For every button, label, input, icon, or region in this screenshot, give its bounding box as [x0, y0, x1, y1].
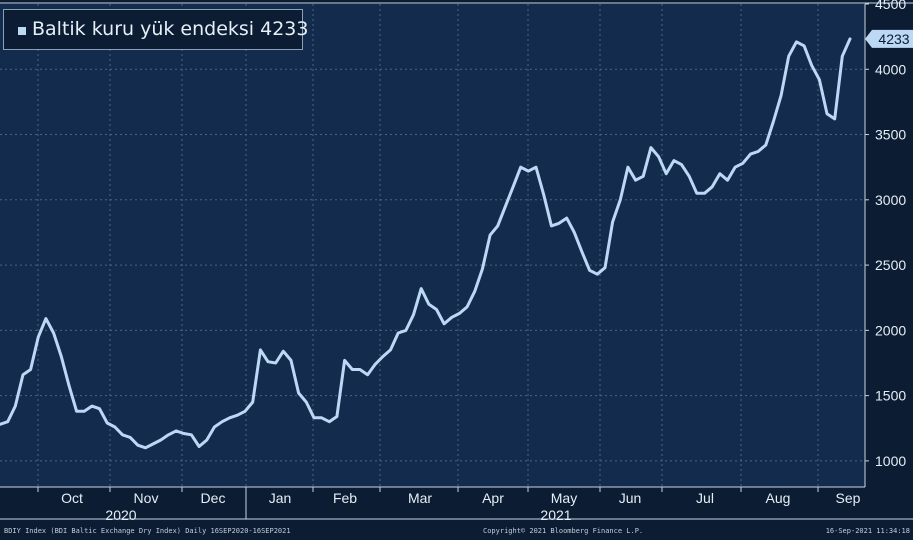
footer-copyright: Copyright© 2021 Bloomberg Finance L.P.	[483, 527, 644, 535]
y-tick-label: 3500	[875, 127, 906, 143]
y-tick-label: 1000	[875, 453, 906, 469]
x-tick-label: Mar	[408, 490, 432, 506]
x-tick-label: Jun	[619, 490, 642, 506]
x-tick-label: Jul	[696, 490, 714, 506]
x-tick-label: May	[551, 490, 577, 506]
x-tick-label: Apr	[482, 490, 504, 506]
x-tick-label: Nov	[134, 490, 159, 506]
y-tick-label: 4000	[875, 61, 906, 77]
legend-swatch	[18, 27, 26, 35]
footer-timestamp: 16-Sep-2021 11:34:18	[825, 527, 910, 535]
x-tick-label: Aug	[766, 490, 791, 506]
footer-source: BDIY Index (BDI Baltic Exchange Dry Inde…	[4, 527, 291, 535]
y-tick-label: 2000	[875, 322, 906, 338]
year-label: 2020	[105, 507, 136, 523]
y-tick-label: 2500	[875, 257, 906, 273]
last-value-badge	[865, 29, 913, 48]
x-tick-label: Jan	[269, 490, 292, 506]
x-tick-label: Feb	[333, 490, 357, 506]
plot-area	[0, 4, 865, 487]
y-tick-label: 4500	[875, 0, 906, 12]
series-line	[0, 37, 852, 450]
legend: Baltik kuru yük endeksi 4233	[3, 9, 308, 50]
x-tick-label: Sep	[836, 490, 861, 506]
x-tick-label: Dec	[201, 490, 226, 506]
legend-label: Baltik kuru yük endeksi 4233	[32, 18, 309, 40]
x-tick-label: Oct	[61, 490, 83, 506]
last-value-label: 4233	[878, 31, 909, 47]
y-tick-label: 1500	[875, 388, 906, 404]
year-label: 2021	[540, 507, 571, 523]
y-tick-label: 3000	[875, 192, 906, 208]
